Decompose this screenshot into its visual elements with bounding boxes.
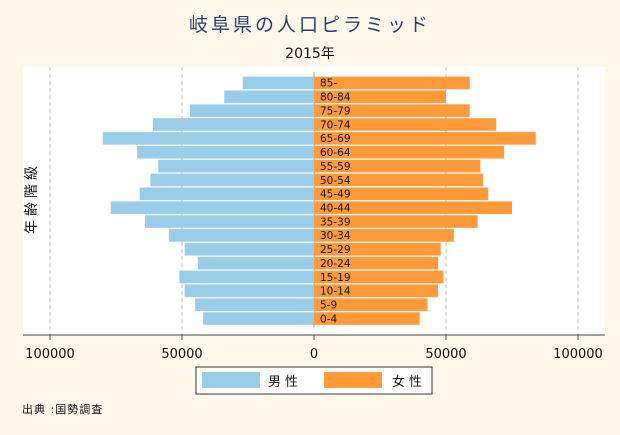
x-tick-label: 50000 xyxy=(161,347,202,362)
bar-female-30-34 xyxy=(314,229,454,242)
legend-label-male: 男性 xyxy=(268,375,302,390)
bar-male-40-44 xyxy=(110,201,314,214)
age-label-10-14: 10-14 xyxy=(320,286,351,298)
age-label-35-39: 35-39 xyxy=(320,216,351,228)
x-tick-label: 100000 xyxy=(25,347,75,362)
bar-male-35-39 xyxy=(145,215,314,228)
age-label-5-9: 5-9 xyxy=(320,299,337,311)
legend: 男性 女性 xyxy=(195,366,433,395)
age-label-60-64: 60-64 xyxy=(320,147,351,159)
age-label-50-54: 50-54 xyxy=(320,175,351,187)
bar-female-20-24 xyxy=(314,256,439,270)
bar-male-0-4 xyxy=(203,312,314,325)
bar-female-85- xyxy=(314,76,470,90)
bar-female-40-44 xyxy=(314,201,512,214)
bar-male-50-54 xyxy=(150,173,314,187)
bar-male-75-79 xyxy=(189,104,314,117)
age-label-85-: 85- xyxy=(320,78,337,90)
bar-female-25-29 xyxy=(314,242,441,256)
bar-female-65-69 xyxy=(314,132,536,145)
age-label-25-29: 25-29 xyxy=(320,244,351,256)
legend-swatch-female xyxy=(324,372,382,388)
bar-male-70-74 xyxy=(152,118,314,131)
y-axis-label: 年齢階級 xyxy=(24,162,40,234)
bar-male-25-29 xyxy=(184,242,314,256)
chart-subtitle: 2015年 xyxy=(285,46,335,62)
bar-female-15-19 xyxy=(314,270,444,284)
bar-female-45-49 xyxy=(314,187,489,201)
age-label-15-19: 15-19 xyxy=(320,272,351,284)
age-label-65-69: 65-69 xyxy=(320,133,351,145)
x-tick-label: 0 xyxy=(310,347,318,362)
bar-female-0-4 xyxy=(314,312,420,325)
bar-female-75-79 xyxy=(314,104,470,117)
age-label-20-24: 20-24 xyxy=(320,258,351,270)
bar-male-30-34 xyxy=(168,229,314,242)
bar-male-45-49 xyxy=(139,187,314,201)
bar-female-60-64 xyxy=(314,145,505,159)
legend-swatch-male xyxy=(202,372,260,388)
age-label-80-84: 80-84 xyxy=(320,92,351,104)
bar-male-85- xyxy=(242,76,314,90)
x-tick-label: 100000 xyxy=(553,347,603,362)
bar-female-10-14 xyxy=(314,284,439,298)
x-tick-label: 50000 xyxy=(425,347,466,362)
bar-male-80-84 xyxy=(224,90,314,104)
age-label-55-59: 55-59 xyxy=(320,161,351,173)
bar-male-15-19 xyxy=(179,270,314,284)
legend-label-female: 女性 xyxy=(392,374,426,390)
source-note: 出典 :国勢調査 xyxy=(22,403,104,416)
bar-female-80-84 xyxy=(314,90,446,104)
bar-male-5-9 xyxy=(195,298,314,311)
bar-male-55-59 xyxy=(158,159,314,173)
bar-male-60-64 xyxy=(137,145,314,159)
age-label-75-79: 75-79 xyxy=(320,105,351,117)
age-label-30-34: 30-34 xyxy=(320,230,351,242)
chart-title: 岐阜県の人口ピラミッド xyxy=(188,14,431,36)
bar-female-5-9 xyxy=(314,298,428,311)
bar-male-20-24 xyxy=(197,256,314,270)
age-label-45-49: 45-49 xyxy=(320,189,351,201)
age-label-0-4: 0-4 xyxy=(320,313,337,325)
bar-male-10-14 xyxy=(184,284,314,298)
age-label-40-44: 40-44 xyxy=(320,202,351,214)
bar-female-50-54 xyxy=(314,173,483,187)
bar-female-55-59 xyxy=(314,159,481,173)
age-label-70-74: 70-74 xyxy=(320,119,351,131)
bar-female-35-39 xyxy=(314,215,478,228)
bar-male-65-69 xyxy=(102,132,314,145)
bar-female-70-74 xyxy=(314,118,497,131)
